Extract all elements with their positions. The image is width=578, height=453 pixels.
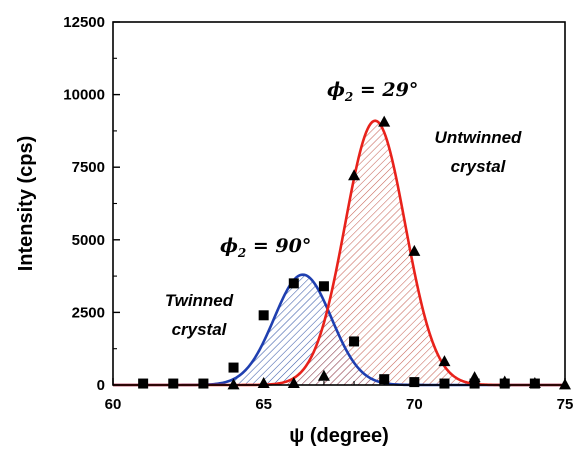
- untwinned-label-line1: Untwinned: [435, 128, 522, 147]
- y-axis-title: Intensity (cps): [15, 136, 37, 272]
- peak-hatch-fill: [268, 120, 484, 386]
- data-point-triangle: [438, 355, 451, 367]
- x-tick-label: 75: [557, 396, 574, 413]
- y-tick-label: 7500: [72, 159, 105, 176]
- data-point-square: [349, 336, 360, 347]
- data-point-square: [258, 310, 269, 321]
- data-point-triangle: [378, 115, 391, 127]
- y-tick-label: 5000: [72, 232, 105, 249]
- data-point-triangle: [348, 169, 361, 181]
- phi-symbol: ϕ: [327, 79, 345, 101]
- peak-hatch-fill: [200, 274, 406, 385]
- twinned-label-line2: crystal: [172, 320, 228, 339]
- data-point-triangle: [317, 369, 330, 381]
- y-tick-label: 0: [97, 377, 105, 394]
- phi-symbol: ϕ: [220, 235, 238, 257]
- data-point-triangle: [498, 375, 511, 387]
- phi-subscript: 2: [237, 246, 246, 260]
- phi-annotation-red: ϕ2 = 29°: [327, 79, 418, 104]
- twinned-label-line1: Twinned: [165, 291, 234, 310]
- y-tick-label: 12500: [63, 14, 105, 31]
- phi-value: = 90°: [246, 235, 311, 257]
- axis-ticks: 60 65 70 75 0 2500 5000 7500 10000 12500: [63, 14, 573, 413]
- x-tick-label: 65: [255, 396, 272, 413]
- phi-annotation-blue: ϕ2 = 90°: [220, 235, 311, 260]
- data-point-square: [228, 362, 239, 373]
- untwinned-label-line2: crystal: [451, 157, 507, 176]
- data-point-square: [288, 278, 299, 289]
- phi-subscript: 2: [344, 90, 353, 104]
- y-tick-label: 10000: [63, 87, 105, 104]
- phi-value: = 29°: [353, 79, 418, 101]
- peak-fills: [200, 120, 484, 386]
- data-point-triangle: [468, 371, 481, 383]
- data-point-square: [318, 281, 329, 292]
- x-tick-label: 70: [406, 396, 423, 413]
- y-tick-label: 2500: [72, 304, 105, 321]
- x-axis-title: ψ (degree): [289, 425, 389, 447]
- data-point-triangle: [408, 244, 421, 256]
- x-tick-label: 60: [105, 396, 122, 413]
- data-point-square: [379, 374, 390, 385]
